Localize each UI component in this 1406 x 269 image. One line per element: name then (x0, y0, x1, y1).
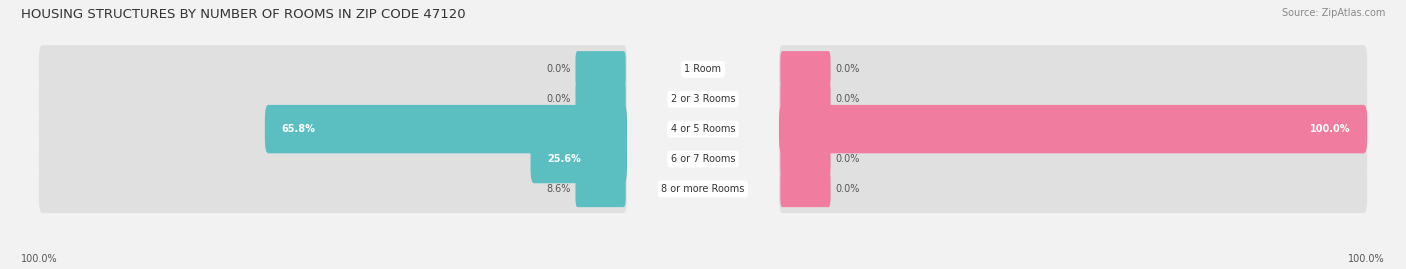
FancyBboxPatch shape (530, 135, 627, 183)
FancyBboxPatch shape (780, 51, 831, 88)
FancyBboxPatch shape (779, 135, 1367, 183)
Text: 0.0%: 0.0% (835, 94, 859, 104)
Text: HOUSING STRUCTURES BY NUMBER OF ROOMS IN ZIP CODE 47120: HOUSING STRUCTURES BY NUMBER OF ROOMS IN… (21, 8, 465, 21)
FancyBboxPatch shape (39, 105, 627, 153)
Text: 65.8%: 65.8% (281, 124, 315, 134)
Text: 8.6%: 8.6% (547, 184, 571, 194)
FancyBboxPatch shape (779, 165, 1367, 213)
FancyBboxPatch shape (779, 45, 1367, 94)
FancyBboxPatch shape (39, 165, 627, 213)
Text: 4 or 5 Rooms: 4 or 5 Rooms (671, 124, 735, 134)
FancyBboxPatch shape (264, 105, 627, 153)
Text: 1 Room: 1 Room (685, 64, 721, 74)
Text: 100.0%: 100.0% (1310, 124, 1351, 134)
FancyBboxPatch shape (779, 105, 1367, 153)
FancyBboxPatch shape (39, 135, 627, 183)
FancyBboxPatch shape (575, 51, 626, 88)
FancyBboxPatch shape (575, 171, 626, 207)
Text: 100.0%: 100.0% (21, 254, 58, 264)
FancyBboxPatch shape (39, 75, 627, 123)
FancyBboxPatch shape (779, 75, 1367, 123)
FancyBboxPatch shape (575, 141, 626, 177)
FancyBboxPatch shape (780, 171, 831, 207)
Text: 100.0%: 100.0% (1348, 254, 1385, 264)
Text: 0.0%: 0.0% (547, 64, 571, 74)
Text: 0.0%: 0.0% (835, 154, 859, 164)
FancyBboxPatch shape (780, 111, 831, 147)
Text: 0.0%: 0.0% (835, 64, 859, 74)
FancyBboxPatch shape (575, 111, 626, 147)
Text: 0.0%: 0.0% (547, 94, 571, 104)
FancyBboxPatch shape (780, 81, 831, 118)
FancyBboxPatch shape (779, 105, 1367, 153)
FancyBboxPatch shape (39, 45, 627, 94)
FancyBboxPatch shape (575, 81, 626, 118)
Text: 8 or more Rooms: 8 or more Rooms (661, 184, 745, 194)
Text: 6 or 7 Rooms: 6 or 7 Rooms (671, 154, 735, 164)
Text: 0.0%: 0.0% (835, 184, 859, 194)
Text: 2 or 3 Rooms: 2 or 3 Rooms (671, 94, 735, 104)
Text: Source: ZipAtlas.com: Source: ZipAtlas.com (1281, 8, 1385, 18)
Text: 25.6%: 25.6% (547, 154, 581, 164)
FancyBboxPatch shape (780, 141, 831, 177)
